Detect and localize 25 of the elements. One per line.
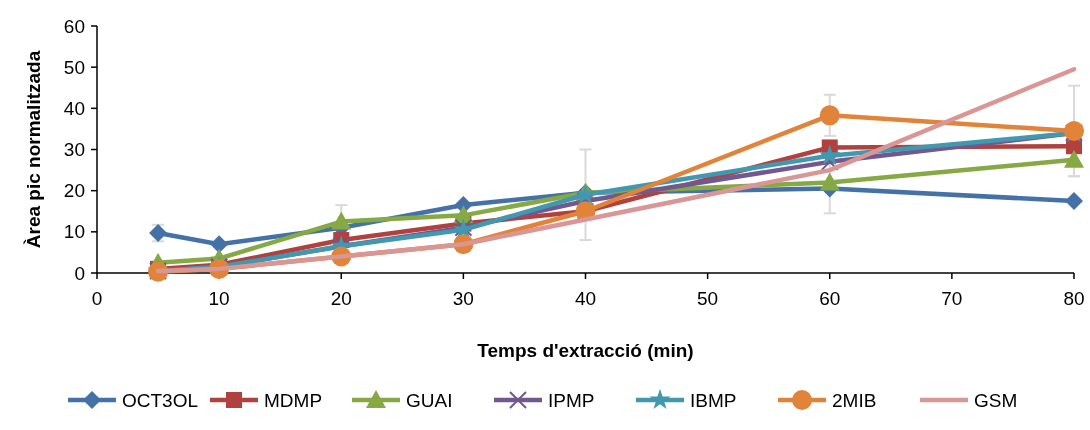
legend-label: GUAI: [406, 389, 453, 411]
x-tick-label: 20: [330, 288, 352, 309]
y-tick-label: 0: [74, 262, 85, 284]
x-tick-label: 40: [574, 288, 597, 309]
x-tick-label: 50: [697, 288, 719, 309]
y-tick-label: 50: [63, 56, 85, 78]
x-tick-label: 0: [91, 288, 103, 309]
x-tick-label: 70: [941, 288, 963, 309]
y-tick-label: 60: [63, 15, 85, 37]
y-axis-title: Àrea pic normalitzada: [23, 50, 44, 249]
y-tick-label: 10: [63, 221, 85, 243]
legend-label: IBMP: [690, 389, 737, 411]
x-tick-label: 60: [819, 288, 841, 309]
x-tick-label: 30: [452, 288, 474, 309]
y-tick-label: 30: [63, 139, 85, 161]
x-tick-label: 80: [1063, 288, 1085, 309]
y-tick-label: 40: [63, 97, 85, 119]
y-tick-label: 20: [63, 180, 85, 202]
legend-label: MDMP: [264, 389, 323, 411]
x-tick-label: 10: [208, 288, 230, 309]
legend-label: GSM: [974, 389, 1018, 411]
x-axis-title: Temps d'extracció (min): [477, 340, 694, 361]
legend-label: 2MIB: [832, 389, 877, 411]
legend-label: OCT3OL: [122, 389, 199, 411]
legend-label: IPMP: [548, 389, 595, 411]
